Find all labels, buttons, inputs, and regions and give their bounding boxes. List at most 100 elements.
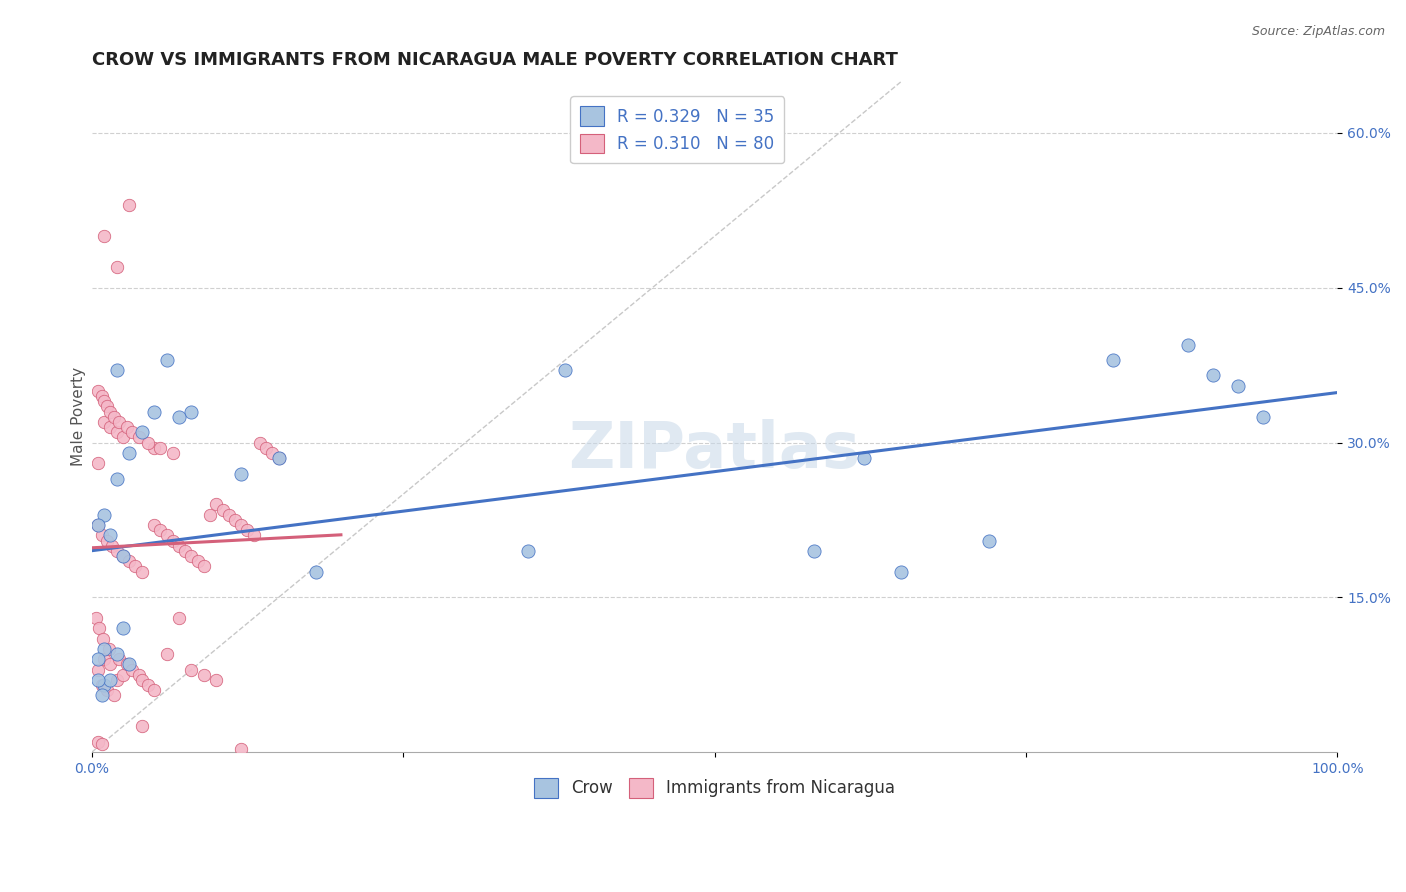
Point [93,642,115,657]
Point [87,673,110,687]
Point [100,673,122,687]
Point [111,430,134,444]
Point [143,683,166,698]
Point [87,456,110,470]
Point [193,667,215,681]
Point [111,621,134,635]
Point [98,642,121,657]
Point [167,409,190,424]
Point [231,467,253,481]
Point [96,533,118,548]
Point [87,652,110,666]
Point [180,404,202,418]
Point [149,441,172,455]
Point [111,667,134,681]
Point [231,518,253,533]
Point [100,528,122,542]
Point [1226,379,1249,393]
Point [180,663,202,677]
Point [87,518,110,533]
Point [136,678,159,692]
Point [131,565,153,579]
Point [105,647,128,661]
Point [100,657,122,672]
Point [193,559,215,574]
Point [91,632,114,646]
Legend: Crow, Immigrants from Nicaragua: Crow, Immigrants from Nicaragua [527,772,901,805]
Point [262,446,284,460]
Point [128,667,150,681]
Point [111,549,134,563]
Point [111,549,134,563]
Point [205,673,228,687]
Point [267,450,290,465]
Point [155,528,177,542]
Point [254,441,277,455]
Point [305,565,328,579]
Point [224,513,246,527]
Point [167,611,190,625]
Point [977,533,1000,548]
Point [128,430,150,444]
Point [93,678,115,692]
Point [1177,337,1199,351]
Point [118,657,141,672]
Y-axis label: Male Poverty: Male Poverty [72,368,86,467]
Point [143,404,166,418]
Point [121,425,143,440]
Point [267,450,290,465]
Point [180,549,202,563]
Point [124,559,146,574]
Point [131,425,153,440]
Point [105,544,128,558]
Point [155,647,177,661]
Point [1102,353,1125,368]
Point [242,528,264,542]
Point [93,229,115,244]
Point [108,415,131,429]
Point [155,353,177,368]
Point [93,508,115,522]
Point [90,528,112,542]
Point [90,737,112,751]
Point [218,508,240,522]
Point [131,673,153,687]
Point [162,533,184,548]
Point [118,198,141,212]
Point [90,389,112,403]
Point [87,735,110,749]
Point [853,450,876,465]
Point [103,409,125,424]
Point [105,425,128,440]
Point [162,446,184,460]
Point [103,689,125,703]
Point [143,441,166,455]
Text: CROW VS IMMIGRANTS FROM NICARAGUA MALE POVERTY CORRELATION CHART: CROW VS IMMIGRANTS FROM NICARAGUA MALE P… [91,51,897,69]
Text: Source: ZipAtlas.com: Source: ZipAtlas.com [1251,25,1385,38]
Point [167,539,190,553]
Point [803,544,825,558]
Point [249,435,271,450]
Point [1202,368,1225,383]
Point [1251,409,1274,424]
Point [108,652,131,666]
Point [93,415,115,429]
Point [87,518,110,533]
Point [118,446,141,460]
Point [236,523,259,537]
Point [105,472,128,486]
Point [115,420,138,434]
Point [87,384,110,398]
Point [131,719,153,733]
Point [187,554,209,568]
Point [174,544,197,558]
Text: ZIPatlas: ZIPatlas [568,419,860,482]
Point [100,539,122,553]
Point [198,508,221,522]
Point [96,683,118,698]
Point [105,673,128,687]
Point [149,523,172,537]
Point [143,518,166,533]
Point [211,502,233,516]
Point [205,498,228,512]
